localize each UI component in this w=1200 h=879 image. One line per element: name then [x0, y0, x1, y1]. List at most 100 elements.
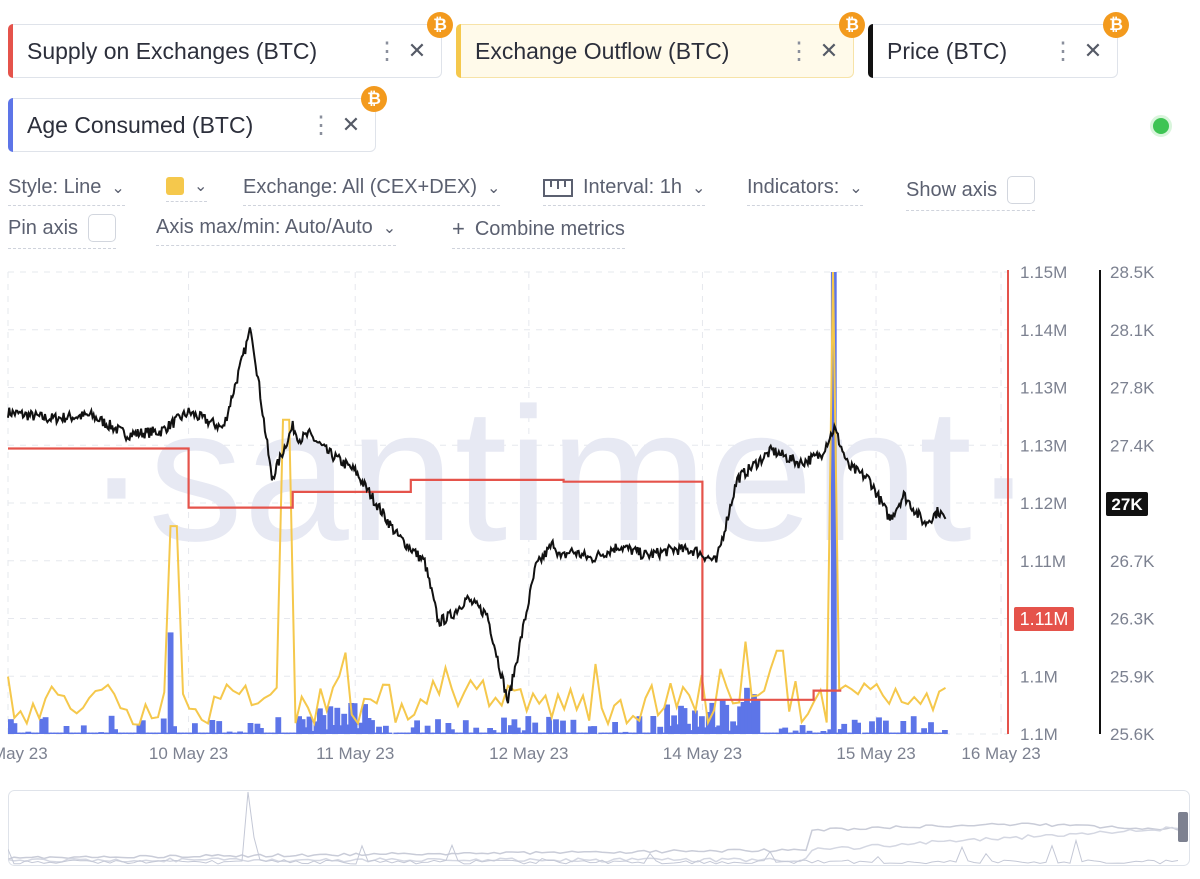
age-consumed-bar	[28, 732, 35, 734]
show-axis-checkbox[interactable]	[1007, 176, 1036, 204]
age-consumed-bar	[105, 732, 111, 734]
supply-tick-label: 1.11M	[1020, 610, 1066, 629]
age-consumed-bar	[53, 732, 59, 734]
style-select[interactable]: Style: Line ⌄	[8, 176, 125, 206]
age-consumed-bar	[775, 732, 782, 734]
age-consumed-bar	[11, 723, 18, 734]
color-select[interactable]: ⌄	[166, 176, 208, 202]
live-status-icon	[1150, 115, 1172, 137]
age-consumed-bar	[91, 732, 98, 734]
age-consumed-bar	[247, 723, 254, 734]
exchange-label: Exchange: All (CEX+DEX)	[243, 176, 477, 198]
age-consumed-bar	[289, 732, 295, 734]
indicators-select[interactable]: Indicators: ⌄	[747, 176, 863, 206]
age-consumed-bar	[14, 732, 21, 734]
age-consumed-bar	[560, 720, 566, 734]
age-consumed-bar	[643, 732, 650, 734]
age-consumed-bar	[334, 707, 341, 734]
metric-chip-supply[interactable]: Supply on Exchanges (BTC) ⋮ ✕ ₿	[8, 12, 453, 78]
age-consumed-bar	[855, 722, 861, 734]
age-consumed-bar	[848, 732, 855, 734]
metric-label: Age Consumed (BTC)	[27, 111, 254, 138]
age-consumed-bar	[476, 732, 483, 734]
age-consumed-bar	[532, 722, 539, 734]
exchange-select[interactable]: Exchange: All (CEX+DEX) ⌄	[243, 176, 501, 206]
metric-chip-age[interactable]: Age Consumed (BTC) ⋮ ✕ ₿	[8, 86, 387, 152]
close-icon[interactable]: ✕	[819, 38, 839, 63]
age-consumed-bar	[657, 726, 664, 734]
metric-chip-outflow[interactable]: Exchange Outflow (BTC) ⋮ ✕ ₿	[456, 12, 865, 78]
age-consumed-bar	[212, 732, 219, 734]
age-consumed-bar	[362, 704, 368, 734]
metric-chip-price[interactable]: Price (BTC) ⋮ ✕ ₿	[868, 12, 1129, 78]
more-options-icon[interactable]: ⋮	[1051, 37, 1075, 65]
age-consumed-bar	[462, 720, 469, 734]
pin-axis-checkbox[interactable]	[88, 214, 117, 242]
more-options-icon[interactable]: ⋮	[375, 37, 399, 65]
age-consumed-bar	[914, 732, 921, 734]
age-consumed-bar	[139, 720, 146, 734]
age-consumed-bar	[483, 732, 490, 734]
age-consumed-bar	[25, 731, 32, 734]
axis-maxmin-select[interactable]: Axis max/min: Auto/Auto ⌄	[156, 216, 397, 246]
age-consumed-bar	[351, 703, 358, 734]
age-consumed-bar	[101, 732, 108, 734]
more-options-icon[interactable]: ⋮	[787, 37, 811, 65]
age-consumed-bar	[74, 732, 80, 734]
age-consumed-bar	[917, 732, 924, 734]
age-consumed-bar	[369, 720, 375, 734]
pin-axis-toggle[interactable]: Pin axis	[8, 214, 117, 249]
combine-metrics-button[interactable]: + Combine metrics	[452, 216, 625, 249]
color-swatch	[166, 176, 184, 195]
metric-label: Supply on Exchanges (BTC)	[27, 37, 318, 64]
age-consumed-bar	[192, 723, 198, 734]
age-consumed-bar	[344, 724, 351, 734]
close-icon[interactable]: ✕	[341, 112, 361, 137]
ruler-icon	[543, 178, 573, 197]
age-consumed-bar	[358, 722, 365, 734]
combine-metrics-label: Combine metrics	[474, 217, 625, 240]
age-consumed-bar	[747, 702, 754, 734]
age-consumed-bar	[598, 732, 605, 734]
age-consumed-bar	[699, 716, 705, 734]
age-consumed-bar	[112, 729, 118, 734]
age-consumed-bar	[421, 732, 427, 734]
x-tick-label: 12 May 23	[489, 744, 568, 763]
age-consumed-bar	[254, 723, 261, 734]
navigator-handle[interactable]	[1178, 812, 1188, 842]
close-icon[interactable]: ✕	[1083, 38, 1103, 63]
supply-tick-label: 1.15M	[1020, 263, 1067, 282]
age-consumed-bar	[799, 725, 806, 734]
age-consumed-bar	[678, 705, 684, 734]
range-navigator[interactable]	[8, 790, 1190, 866]
age-consumed-bar	[497, 732, 504, 734]
age-consumed-bar	[587, 726, 594, 734]
more-options-icon[interactable]: ⋮	[309, 111, 333, 139]
age-consumed-bar	[178, 732, 184, 734]
age-consumed-bar	[928, 722, 934, 734]
close-icon[interactable]: ✕	[407, 38, 427, 63]
age-consumed-bar	[924, 732, 931, 734]
age-consumed-bar	[341, 713, 348, 734]
x-tick-label: 08 May 23	[0, 744, 48, 763]
age-consumed-bar	[396, 732, 403, 734]
age-consumed-bar	[70, 732, 77, 734]
price-tick-label: 27.4K	[1110, 436, 1155, 455]
age-consumed-bar	[844, 732, 851, 734]
age-consumed-bar	[646, 732, 653, 734]
age-consumed-bar	[94, 732, 101, 734]
age-consumed-bar	[473, 727, 480, 734]
age-consumed-bar	[285, 732, 292, 734]
show-axis-toggle[interactable]: Show axis	[906, 176, 1036, 211]
age-consumed-bar	[740, 702, 747, 734]
age-consumed-bar	[337, 725, 344, 734]
age-consumed-bar	[501, 717, 507, 734]
age-consumed-bar	[563, 732, 570, 734]
age-consumed-bar	[348, 703, 355, 734]
interval-select[interactable]: Interval: 1h ⌄	[543, 176, 706, 206]
metric-label: Price (BTC)	[887, 37, 1008, 64]
age-consumed-bar	[521, 730, 528, 734]
age-consumed-bar	[567, 732, 573, 734]
age-consumed-bar	[271, 732, 278, 734]
age-consumed-bar	[556, 732, 563, 734]
